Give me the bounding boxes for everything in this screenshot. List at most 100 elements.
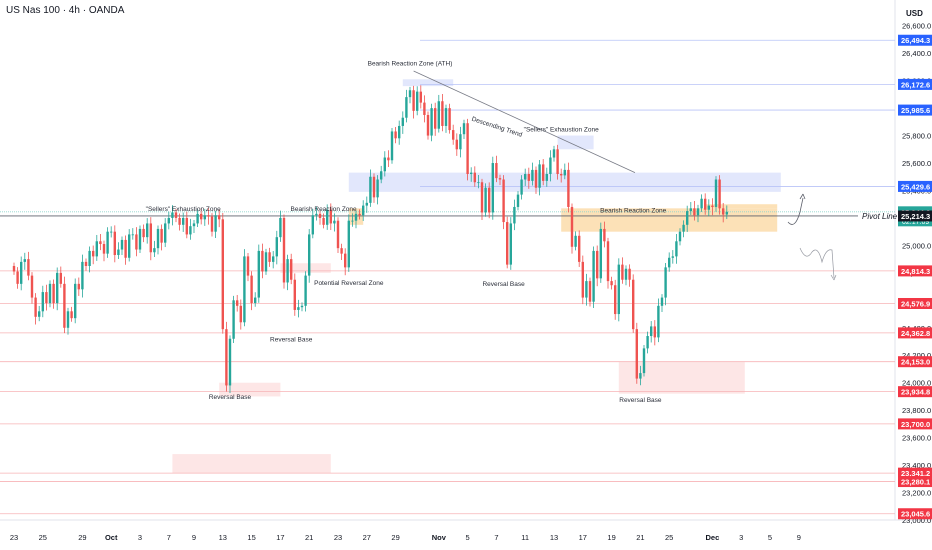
price-level-tag: 24,153.0 bbox=[898, 356, 932, 368]
candle-body bbox=[614, 285, 617, 315]
annotation-label: Reversal Base bbox=[482, 281, 525, 288]
candle-body bbox=[653, 326, 656, 338]
candle-body bbox=[138, 228, 142, 250]
candle-body bbox=[434, 108, 437, 129]
candle-body bbox=[617, 264, 620, 315]
candle-body bbox=[185, 217, 188, 235]
candle-body bbox=[81, 261, 84, 290]
candle-body bbox=[304, 275, 307, 306]
candle-body bbox=[628, 268, 631, 280]
price-level-bg bbox=[898, 418, 932, 430]
time-tick-label: 9 bbox=[192, 533, 196, 542]
candle-body bbox=[632, 279, 635, 330]
price-tick-label: 23,800.0 bbox=[902, 406, 931, 415]
price-axis[interactable]: 23,000.0 23,200.0 23,400.0 23,600.0 23,800.0… bbox=[898, 9, 932, 525]
price-level-label: 23,280.1 bbox=[901, 478, 930, 487]
candle-body bbox=[63, 283, 66, 328]
candle-body bbox=[599, 228, 602, 279]
price-tick-label: 24,200.0 bbox=[902, 351, 931, 360]
time-tick-label: 23 bbox=[10, 533, 18, 542]
candle-body bbox=[452, 130, 455, 140]
time-tick-label: 9 bbox=[797, 533, 801, 542]
candle-body bbox=[689, 208, 692, 212]
price-level-tag: 23,341.2 bbox=[898, 467, 932, 479]
candle-body bbox=[41, 292, 44, 312]
candle-body bbox=[232, 300, 235, 339]
candle-body bbox=[660, 297, 664, 306]
candle-body bbox=[131, 234, 134, 236]
candle-body bbox=[527, 174, 530, 181]
time-tick-label: 17 bbox=[276, 533, 284, 542]
time-tick-label: 29 bbox=[391, 533, 399, 542]
price-level-bg bbox=[898, 508, 932, 520]
candle-body bbox=[574, 235, 577, 247]
candle-body bbox=[77, 283, 80, 290]
candle-body bbox=[27, 259, 30, 276]
candle-body bbox=[354, 213, 358, 221]
candle-body bbox=[254, 297, 257, 304]
candle-body bbox=[498, 178, 502, 180]
candle-body bbox=[603, 228, 606, 242]
price-level-label: 23,700.0 bbox=[901, 420, 930, 429]
time-tick-label: 21 bbox=[636, 533, 644, 542]
price-level-tag: 23,045.6 bbox=[898, 508, 932, 520]
candle-body bbox=[318, 213, 322, 218]
candle-body bbox=[358, 213, 361, 216]
candle-body bbox=[372, 176, 376, 198]
candle-body bbox=[99, 241, 102, 245]
candle-body bbox=[563, 169, 566, 176]
candle-body bbox=[300, 305, 304, 308]
candle-body bbox=[401, 117, 404, 126]
annotation-label: "Sellers" Exhaustion Zone bbox=[146, 206, 221, 213]
zone-blue bbox=[348, 172, 781, 192]
time-tick-label: 25 bbox=[39, 533, 47, 542]
price-level-label: 23,341.2 bbox=[901, 469, 930, 478]
candle-body bbox=[405, 97, 408, 118]
time-tick-label: 27 bbox=[363, 533, 371, 542]
price-level-label: 25,429.6 bbox=[901, 182, 930, 191]
candle-body bbox=[200, 213, 203, 220]
candle-body bbox=[596, 250, 599, 279]
zones-layer bbox=[172, 79, 781, 474]
candle-body bbox=[430, 108, 433, 136]
candle-body bbox=[88, 250, 91, 266]
price-level-tag: 24,814.3 bbox=[898, 265, 932, 277]
time-tick-label: 17 bbox=[579, 533, 587, 542]
candle-body bbox=[426, 114, 430, 136]
symbol-title: US Nas 100 · 4h · OANDA bbox=[6, 5, 125, 16]
candle-body bbox=[351, 220, 354, 222]
currency-label: USD bbox=[906, 9, 923, 18]
price-level-bg bbox=[898, 386, 932, 398]
candle-body bbox=[153, 248, 156, 253]
descending-trend-line bbox=[413, 70, 636, 174]
candle-body bbox=[542, 164, 545, 181]
candle-body bbox=[290, 259, 293, 280]
candle-body bbox=[491, 163, 494, 213]
candle-body bbox=[52, 283, 55, 304]
annotation-label: Bearish Reaction Zone (ATH) bbox=[368, 61, 453, 68]
time-tick-label: 13 bbox=[219, 533, 227, 542]
candle-body bbox=[534, 169, 538, 188]
price-tick-label: 23,000.0 bbox=[902, 516, 931, 525]
price-level-bg bbox=[898, 297, 932, 309]
candle-body bbox=[545, 174, 548, 181]
candle-body bbox=[326, 209, 329, 225]
candle-body bbox=[110, 231, 113, 233]
candle-body bbox=[664, 267, 667, 298]
candle-body bbox=[196, 213, 199, 224]
candle-body bbox=[146, 223, 149, 238]
price-level-label: 23,934.8 bbox=[901, 388, 930, 397]
time-axis[interactable]: 23 25 29 Oct 3 7 9 13 15 17 21 23 27 29 Nov 5 7 11 13 17 19 2… bbox=[10, 533, 801, 542]
time-tick-label: 7 bbox=[494, 533, 498, 542]
candle-body bbox=[275, 237, 278, 257]
price-level-tag: 25,985.6 bbox=[898, 104, 932, 116]
annotation-label: Reversal Base bbox=[270, 337, 313, 344]
price-level-bg bbox=[898, 356, 932, 368]
candle-body bbox=[66, 311, 70, 328]
price-tick-label: 25,800.0 bbox=[902, 132, 931, 141]
time-tick-label: 21 bbox=[305, 533, 313, 542]
candle-body bbox=[531, 169, 534, 181]
candle-body bbox=[347, 220, 350, 268]
candle-body bbox=[293, 279, 296, 310]
